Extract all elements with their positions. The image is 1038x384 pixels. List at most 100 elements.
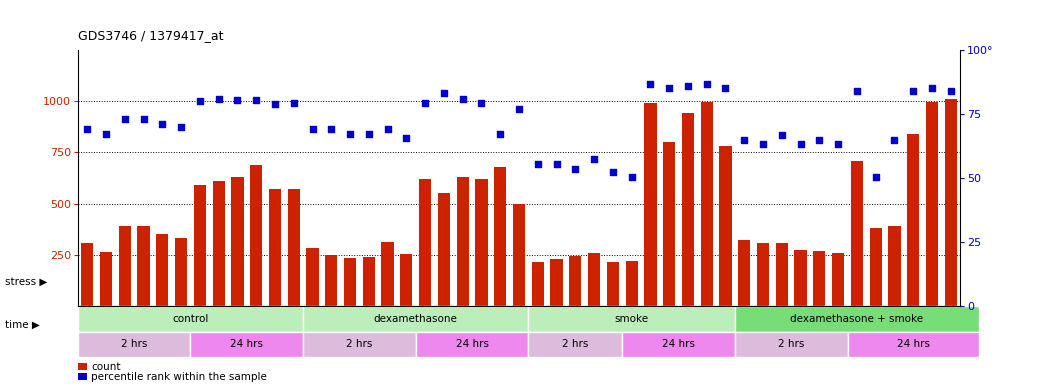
Text: 2 hrs: 2 hrs <box>121 339 147 349</box>
Bar <box>626 261 637 306</box>
Point <box>829 141 846 147</box>
Bar <box>794 250 807 306</box>
Text: time ▶: time ▶ <box>5 319 40 329</box>
Point <box>342 131 358 137</box>
Bar <box>325 255 337 306</box>
Bar <box>926 102 938 306</box>
Bar <box>344 258 356 306</box>
Point <box>492 131 509 137</box>
Point <box>773 131 790 137</box>
Bar <box>494 167 507 306</box>
Bar <box>513 204 525 306</box>
Bar <box>832 253 844 306</box>
Bar <box>701 102 713 306</box>
Text: stress ▶: stress ▶ <box>5 277 48 287</box>
Point <box>98 131 114 137</box>
Point <box>792 141 809 147</box>
Bar <box>175 238 187 306</box>
Point <box>211 96 227 102</box>
Bar <box>847 331 979 357</box>
Bar <box>851 161 863 306</box>
Point <box>323 126 339 132</box>
Point <box>699 81 715 87</box>
Bar <box>682 113 694 306</box>
Bar <box>78 306 303 331</box>
Bar <box>419 179 431 306</box>
Bar <box>945 99 957 306</box>
Bar <box>588 253 600 306</box>
Point <box>172 124 189 130</box>
Point <box>436 90 453 96</box>
Bar <box>907 134 920 306</box>
Text: 2 hrs: 2 hrs <box>563 339 589 349</box>
Text: 2 hrs: 2 hrs <box>347 339 373 349</box>
Bar <box>531 262 544 306</box>
Bar <box>81 243 93 306</box>
Bar <box>550 259 563 306</box>
Bar <box>401 254 412 306</box>
Point <box>529 161 546 167</box>
Text: percentile rank within the sample: percentile rank within the sample <box>91 372 267 382</box>
Bar <box>231 177 244 306</box>
Bar <box>719 146 732 306</box>
Point <box>304 126 321 132</box>
Bar <box>735 331 847 357</box>
Bar <box>303 306 528 331</box>
Point <box>661 85 678 91</box>
Point <box>379 126 395 132</box>
Point <box>116 116 133 122</box>
Point <box>755 141 771 147</box>
Point <box>267 101 283 107</box>
Point <box>285 99 302 106</box>
Point <box>849 88 866 94</box>
Point <box>417 99 434 106</box>
Bar <box>157 234 168 306</box>
Point <box>811 137 827 143</box>
Bar <box>269 189 281 306</box>
Point <box>905 88 922 94</box>
Point <box>567 166 583 172</box>
Point <box>680 83 696 89</box>
Bar <box>362 257 375 306</box>
Point <box>886 137 903 143</box>
Bar <box>663 142 676 306</box>
Bar <box>191 331 303 357</box>
Text: 24 hrs: 24 hrs <box>662 339 695 349</box>
Bar <box>250 165 263 306</box>
Point <box>229 97 246 103</box>
Bar <box>870 228 881 306</box>
Bar <box>416 331 528 357</box>
Bar <box>757 243 769 306</box>
Text: smoke: smoke <box>614 314 649 324</box>
Bar <box>735 306 979 331</box>
Bar <box>775 243 788 306</box>
Point <box>455 96 471 102</box>
Text: 2 hrs: 2 hrs <box>778 339 804 349</box>
Text: 24 hrs: 24 hrs <box>456 339 489 349</box>
Bar <box>100 252 112 306</box>
Bar <box>813 251 825 306</box>
Point <box>398 135 414 141</box>
Bar <box>738 240 750 306</box>
Text: GDS3746 / 1379417_at: GDS3746 / 1379417_at <box>78 29 223 42</box>
Text: count: count <box>91 362 120 372</box>
Point <box>548 161 565 167</box>
Text: 24 hrs: 24 hrs <box>230 339 264 349</box>
Bar <box>528 331 622 357</box>
Bar <box>78 331 191 357</box>
Bar <box>528 306 735 331</box>
Point <box>135 116 152 122</box>
Bar <box>382 242 393 306</box>
Point <box>604 169 621 175</box>
Point <box>717 85 734 91</box>
Point <box>643 81 659 87</box>
Bar <box>288 189 300 306</box>
Point <box>192 98 209 104</box>
Bar <box>889 226 901 306</box>
Point <box>943 88 959 94</box>
Bar <box>303 331 416 357</box>
Bar <box>137 226 149 306</box>
Text: dexamethasone + smoke: dexamethasone + smoke <box>790 314 924 324</box>
Point <box>624 174 640 180</box>
Text: control: control <box>172 314 209 324</box>
